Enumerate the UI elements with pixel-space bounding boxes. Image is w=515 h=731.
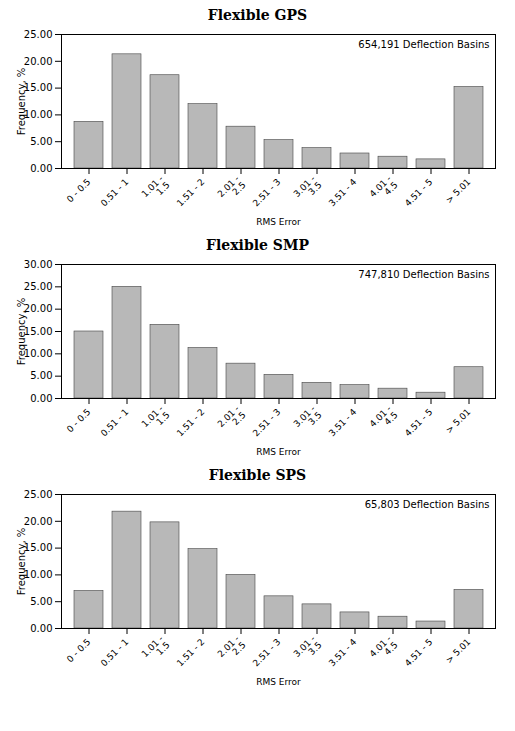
svg-text:3.51 - 4: 3.51 - 4 — [327, 637, 359, 669]
svg-text:30.00: 30.00 — [24, 259, 53, 270]
svg-text:65,803 Deflection Basins: 65,803 Deflection Basins — [365, 499, 490, 510]
svg-text:RMS Error: RMS Error — [256, 447, 301, 457]
svg-text:4.51 - 5: 4.51 - 5 — [403, 637, 435, 669]
svg-text:654,191 Deflection Basins: 654,191 Deflection Basins — [358, 39, 489, 50]
svg-text:2.51 - 3: 2.51 - 3 — [251, 637, 283, 669]
svg-text:5.00: 5.00 — [30, 136, 52, 147]
svg-text:> 5.01: > 5.01 — [444, 637, 473, 666]
svg-text:20.00: 20.00 — [24, 56, 53, 67]
svg-text:2.51 - 3: 2.51 - 3 — [251, 177, 283, 209]
svg-text:3.51 - 4: 3.51 - 4 — [327, 407, 359, 439]
svg-text:0.51 - 1: 0.51 - 1 — [99, 637, 131, 669]
svg-text:3.51 - 4: 3.51 - 4 — [327, 177, 359, 209]
svg-text:Frequency, %: Frequency, % — [16, 68, 27, 136]
svg-text:4.01 -4.5: 4.01 -4.5 — [368, 404, 400, 436]
svg-text:RMS Error: RMS Error — [256, 677, 301, 687]
svg-text:0 - 0.5: 0 - 0.5 — [65, 177, 93, 205]
svg-text:1.51 - 2: 1.51 - 2 — [175, 407, 207, 439]
svg-text:0.00: 0.00 — [30, 623, 52, 634]
svg-text:10.00: 10.00 — [24, 348, 53, 359]
svg-text:5.00: 5.00 — [30, 370, 52, 381]
svg-text:4.01 -4.5: 4.01 -4.5 — [368, 174, 400, 206]
svg-text:1.51 - 2: 1.51 - 2 — [175, 637, 207, 669]
svg-text:15.00: 15.00 — [24, 326, 53, 337]
svg-text:4.51 - 5: 4.51 - 5 — [403, 407, 435, 439]
svg-text:Frequency, %: Frequency, % — [16, 528, 27, 596]
svg-text:2.51 - 3: 2.51 - 3 — [251, 407, 283, 439]
svg-text:> 5.01: > 5.01 — [444, 177, 473, 206]
svg-text:> 5.01: > 5.01 — [444, 407, 473, 436]
svg-text:747,810 Deflection Basins: 747,810 Deflection Basins — [358, 269, 489, 280]
svg-text:1.01 -1.5: 1.01 -1.5 — [140, 634, 172, 666]
svg-text:3.01 -3.5: 3.01 -3.5 — [292, 174, 324, 206]
svg-text:5.00: 5.00 — [30, 596, 52, 607]
svg-text:0.51 - 1: 0.51 - 1 — [99, 177, 131, 209]
svg-text:1.51 - 2: 1.51 - 2 — [175, 177, 207, 209]
svg-text:25.00: 25.00 — [24, 489, 53, 500]
html-text:Flexible SPS: Flexible SPS — [208, 467, 307, 483]
svg-text:0.51 - 1: 0.51 - 1 — [99, 407, 131, 439]
svg-text:4.51 - 5: 4.51 - 5 — [403, 177, 435, 209]
svg-text:15.00: 15.00 — [24, 542, 53, 553]
svg-text:1.01 -1.5: 1.01 -1.5 — [140, 174, 172, 206]
svg-text:1.01 -1.5: 1.01 -1.5 — [140, 404, 172, 436]
svg-text:2.01 -2.5: 2.01 -2.5 — [216, 174, 248, 206]
svg-text:20.00: 20.00 — [24, 303, 53, 314]
svg-text:RMS Error: RMS Error — [256, 217, 301, 227]
svg-text:Frequency, %: Frequency, % — [16, 298, 27, 366]
html-text:Flexible SMP: Flexible SMP — [206, 237, 309, 253]
svg-text:25.00: 25.00 — [24, 29, 53, 40]
svg-text:10.00: 10.00 — [24, 109, 53, 120]
svg-text:25.00: 25.00 — [24, 281, 53, 292]
svg-text:0 - 0.5: 0 - 0.5 — [65, 407, 93, 435]
svg-text:2.01 -2.5: 2.01 -2.5 — [216, 634, 248, 666]
svg-text:3.01 -3.5: 3.01 -3.5 — [292, 404, 324, 436]
svg-text:0 - 0.5: 0 - 0.5 — [65, 637, 93, 665]
svg-text:0.00: 0.00 — [30, 163, 52, 174]
svg-text:15.00: 15.00 — [24, 82, 53, 93]
svg-text:0.00: 0.00 — [30, 393, 52, 404]
svg-text:4.01 -4.5: 4.01 -4.5 — [368, 634, 400, 666]
svg-text:20.00: 20.00 — [24, 516, 53, 527]
svg-text:10.00: 10.00 — [24, 569, 53, 580]
svg-text:2.01 -2.5: 2.01 -2.5 — [216, 404, 248, 436]
html-text:Flexible GPS: Flexible GPS — [207, 7, 308, 23]
svg-text:3.01 -3.5: 3.01 -3.5 — [292, 634, 324, 666]
